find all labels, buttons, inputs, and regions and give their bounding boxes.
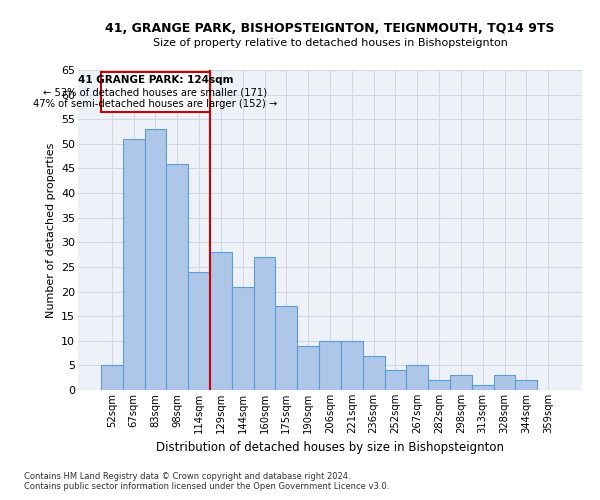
Text: 41, GRANGE PARK, BISHOPSTEIGNTON, TEIGNMOUTH, TQ14 9TS: 41, GRANGE PARK, BISHOPSTEIGNTON, TEIGNM… — [105, 22, 555, 36]
Bar — [275, 306, 297, 390]
Text: Size of property relative to detached houses in Bishopsteignton: Size of property relative to detached ho… — [152, 38, 508, 48]
Text: 47% of semi-detached houses are larger (152) →: 47% of semi-detached houses are larger (… — [34, 98, 278, 108]
Bar — [494, 375, 515, 390]
Bar — [385, 370, 406, 390]
Bar — [254, 257, 275, 390]
Bar — [363, 356, 385, 390]
Bar — [123, 139, 145, 390]
Bar — [101, 366, 123, 390]
Bar — [319, 341, 341, 390]
Text: Contains HM Land Registry data © Crown copyright and database right 2024.: Contains HM Land Registry data © Crown c… — [24, 472, 350, 481]
Bar — [166, 164, 188, 390]
Bar — [188, 272, 210, 390]
Bar — [406, 366, 428, 390]
Text: Contains public sector information licensed under the Open Government Licence v3: Contains public sector information licen… — [24, 482, 389, 491]
Bar — [210, 252, 232, 390]
Bar — [297, 346, 319, 390]
Bar — [341, 341, 363, 390]
Bar — [450, 375, 472, 390]
X-axis label: Distribution of detached houses by size in Bishopsteignton: Distribution of detached houses by size … — [156, 442, 504, 454]
Y-axis label: Number of detached properties: Number of detached properties — [46, 142, 56, 318]
Bar — [515, 380, 537, 390]
Bar — [145, 129, 166, 390]
Bar — [232, 286, 254, 390]
Bar — [101, 72, 210, 112]
Text: 41 GRANGE PARK: 124sqm: 41 GRANGE PARK: 124sqm — [78, 75, 233, 85]
Text: ← 53% of detached houses are smaller (171): ← 53% of detached houses are smaller (17… — [43, 87, 268, 97]
Bar — [472, 385, 494, 390]
Bar — [428, 380, 450, 390]
